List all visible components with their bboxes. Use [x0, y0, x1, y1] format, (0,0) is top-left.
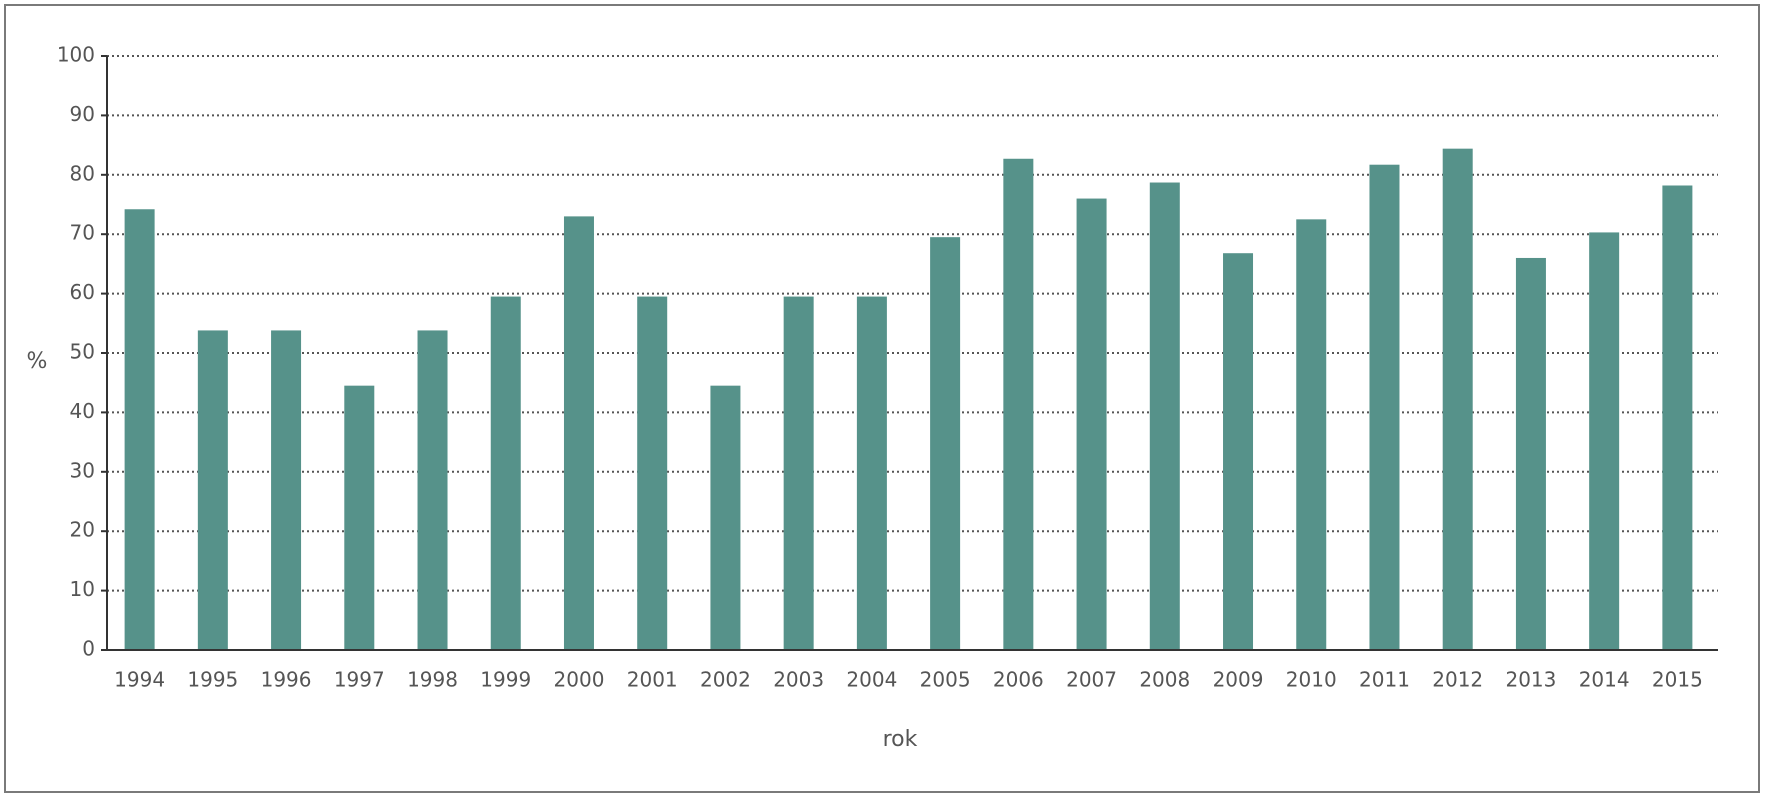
x-tick-label: 1995 [187, 668, 238, 692]
bar-2000 [563, 216, 594, 650]
bar-1998 [417, 330, 448, 650]
x-tick-label: 1997 [334, 668, 385, 692]
bar-2007 [1076, 198, 1107, 650]
bar-2004 [856, 296, 887, 650]
y-tick-label: 40 [70, 399, 95, 423]
y-tick-label: 100 [57, 43, 95, 67]
y-tick-label: 0 [82, 637, 95, 661]
bar-2013 [1515, 257, 1546, 650]
x-tick-label: 1996 [261, 668, 312, 692]
x-tick-label: 2005 [920, 668, 971, 692]
bar-2012 [1442, 148, 1473, 650]
bar-2001 [637, 296, 668, 650]
bars [124, 148, 1693, 651]
x-tick-label: 2012 [1432, 668, 1483, 692]
x-tick-label: 2013 [1505, 668, 1556, 692]
y-tick-label: 60 [70, 280, 95, 304]
y-tick-label: 30 [70, 458, 95, 482]
y-tick-labels: 0 10 20 30 40 50 60 70 80 90 100 [57, 43, 107, 661]
bar-2003 [783, 296, 814, 650]
x-tick-label: 2010 [1286, 668, 1337, 692]
x-tick-label: 2015 [1652, 668, 1703, 692]
bar-1999 [490, 296, 521, 650]
x-tick-label: 1999 [480, 668, 531, 692]
x-tick-label: 2014 [1579, 668, 1630, 692]
y-tick-label: 90 [70, 102, 95, 126]
bar-1997 [344, 385, 375, 650]
x-tick-label: 2002 [700, 668, 751, 692]
x-tick-label: 2011 [1359, 668, 1410, 692]
bar-2008 [1149, 182, 1180, 650]
x-tick-label: 2007 [1066, 668, 1117, 692]
bar-2010 [1296, 219, 1327, 650]
x-tick-label: 2006 [993, 668, 1044, 692]
y-axis-title: % [27, 349, 48, 374]
x-tick-label: 1998 [407, 668, 458, 692]
bar-1996 [271, 330, 302, 650]
x-tick-labels: 1994 1995 1996 1997 1998 1999 2000 2001 2002 2003… [114, 668, 1703, 692]
y-tick-label: 10 [70, 577, 95, 601]
bar-1994 [124, 209, 155, 650]
bar-2011 [1369, 164, 1400, 650]
y-tick-label: 20 [70, 518, 95, 542]
x-tick-label: 2004 [846, 668, 897, 692]
bar-2015 [1662, 185, 1693, 650]
bar-2005 [930, 237, 961, 651]
x-tick-label: 2000 [554, 668, 605, 692]
x-axis-title: rok [883, 727, 918, 752]
bar-2014 [1589, 232, 1620, 650]
x-tick-label: 2001 [627, 668, 678, 692]
bar-2009 [1223, 253, 1254, 650]
gridlines [107, 55, 1718, 592]
bar-2006 [1003, 158, 1034, 650]
x-tick-label: 2003 [773, 668, 824, 692]
y-tick-label: 80 [70, 161, 95, 185]
x-tick-label: 2009 [1213, 668, 1264, 692]
bar-1995 [197, 330, 228, 650]
y-tick-label: 70 [70, 221, 95, 245]
bar-2002 [710, 385, 741, 650]
x-tick-label: 2008 [1139, 668, 1190, 692]
x-tick-label: 1994 [114, 668, 165, 692]
y-tick-label: 50 [70, 340, 95, 364]
